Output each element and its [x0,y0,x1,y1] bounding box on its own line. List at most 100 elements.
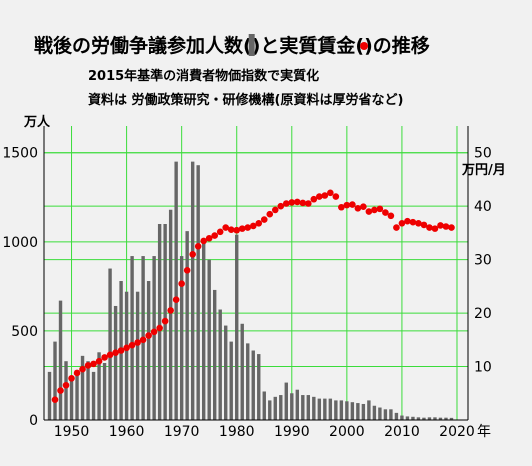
dot-1984 [255,219,263,227]
y-left-tick-label-1000: 1000 [2,235,38,251]
bar-1964 [146,281,151,420]
dot-2000 [343,201,351,209]
dot-1955 [95,357,103,365]
bar-1989 [284,382,288,420]
dot-1985 [260,216,268,223]
bar-1953 [86,361,90,420]
dot-1963 [139,336,147,344]
bar-2006 [378,407,382,420]
dot-1990 [288,199,296,206]
chart-title-part-3: )の推移 [364,34,430,57]
dot-1970 [178,280,185,287]
dot-1948 [57,387,64,394]
bar-1974 [201,238,206,420]
dot-1977 [216,228,224,236]
dot-2006 [376,205,384,213]
dot-1969 [172,296,180,304]
bar-1978 [224,325,228,420]
bar-1961 [130,256,134,420]
dot-1980 [233,226,241,234]
tick-labels: 1950 1960 1970 1980 1990 2000 2010 2020 年0500100… [2,146,491,440]
bar-1996 [323,398,327,420]
dot-2013 [415,219,422,227]
bar-1975 [207,259,211,420]
chart-subtitle-1: 2015年基準の消費者物価指数で実質化 [88,68,319,84]
dot-1974 [200,237,207,245]
x-tick-label-1950: 1950 [54,424,90,440]
bar-1962 [135,291,140,420]
bar-1966 [157,224,162,420]
bar-1970 [179,256,184,420]
y-right-tick-label-10: 10 [474,360,492,376]
dot-1958 [112,349,119,356]
bar-1999 [339,400,344,420]
bar-2004 [367,400,371,420]
dot-2011 [404,217,411,225]
bar-1990 [290,393,294,420]
dot-2005 [371,206,378,214]
bar-1985 [262,391,266,420]
dot-1981 [238,225,246,232]
x-tick-label-1970: 1970 [164,424,200,440]
dot-1964 [145,332,152,339]
bar-1965 [152,256,156,420]
dot-1972 [189,250,196,258]
x-tick-label-2020: 2020 [439,424,475,440]
dot-1999 [338,203,345,211]
dot-2016 [431,225,439,232]
dot-1950 [68,375,75,382]
dot-1986 [266,210,274,218]
bar-1979 [229,341,233,420]
dot-1959 [117,347,125,354]
bar-1984 [257,354,261,420]
bar-1969 [174,161,178,421]
bar-2008 [389,409,393,420]
dot-1979 [227,226,235,234]
x-tick-label-2000: 2000 [329,424,365,440]
bar-2019 [449,417,454,420]
dot-2010 [398,219,406,227]
bar-1995 [317,398,322,420]
chart-title-part-1: 戦後の労働争議参加人数( [34,34,252,57]
bar-1981 [240,323,244,420]
dot-1960 [123,344,130,352]
chart-title: 戦後の労働争議参加人数()と実質賃金()の推移 [34,34,430,57]
dot-1949 [62,381,70,389]
dot-1998 [332,193,340,200]
x-tick-label-1990: 1990 [274,424,310,440]
dot-1987 [271,206,279,214]
dot-1961 [128,341,136,349]
bar-1951 [75,370,79,420]
dot-1978 [222,224,230,231]
dot-1992 [299,199,307,207]
y-left-tick-label-1500: 1500 [2,146,38,162]
x-axis-suffix: 年 [477,424,491,440]
bar-1987 [273,396,277,420]
dot-1995 [316,193,323,200]
bar-1949 [64,361,68,420]
dot-2007 [382,209,389,216]
dot-2009 [393,224,400,231]
bar-1993 [306,395,311,420]
dot-1989 [282,200,290,207]
bar-1954 [91,371,96,420]
dot-2012 [409,218,417,226]
dot-1966 [156,324,163,332]
dot-2002 [354,205,362,212]
dot-2018 [442,223,450,230]
bar-1973 [196,165,200,420]
bar-1983 [251,350,255,420]
dot-2017 [437,222,444,229]
bar-1958 [113,305,118,420]
dot-2004 [365,208,373,215]
chart-title-part-2: )と実質賃金( [252,34,364,57]
axes [43,126,469,421]
dot-1968 [167,307,174,314]
y-left-tick-label-0: 0 [29,413,38,429]
bar-1950 [69,379,74,420]
dot-1957 [106,351,114,359]
bar-1977 [218,309,222,420]
legend-bar-glyph [248,34,255,56]
bar-1968 [168,209,173,420]
dot-1971 [183,267,191,274]
